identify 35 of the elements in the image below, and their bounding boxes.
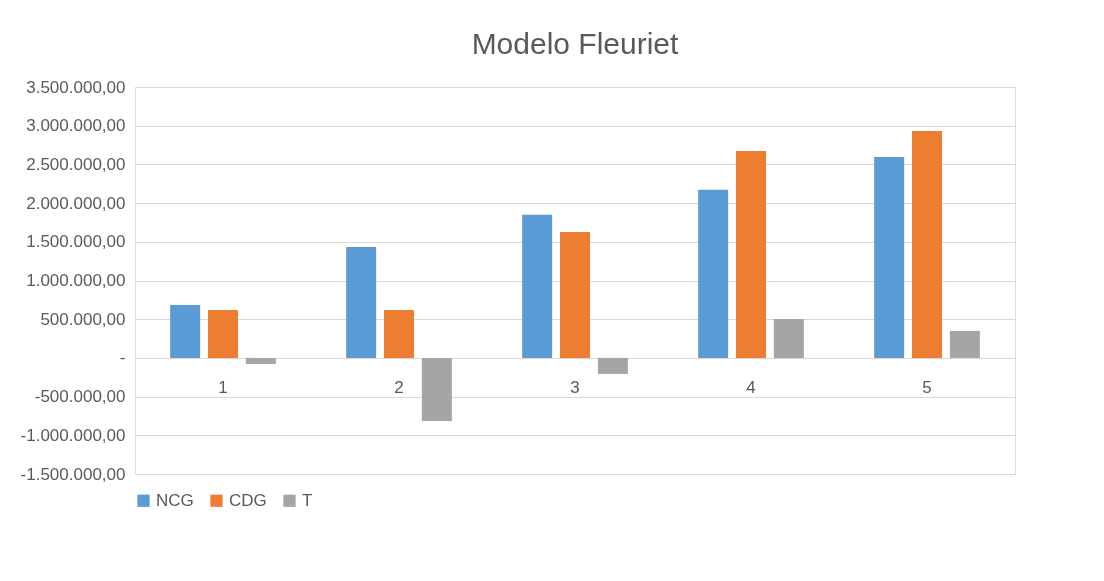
bar bbox=[874, 156, 905, 358]
y-tick-label: 3.500.000,00 bbox=[26, 77, 126, 97]
legend-label: T bbox=[302, 490, 313, 510]
bar bbox=[773, 318, 804, 358]
legend-label: CDG bbox=[229, 490, 267, 510]
y-tick-label: 3.000.000,00 bbox=[26, 116, 126, 136]
bar bbox=[736, 150, 766, 358]
bar bbox=[912, 130, 942, 358]
x-tick-label: 5 bbox=[922, 378, 932, 398]
x-tick-label: 1 bbox=[218, 378, 228, 398]
bar bbox=[698, 189, 729, 358]
y-tick-label: 1.500.000,00 bbox=[26, 232, 126, 252]
y-tick-label: 500.000,00 bbox=[40, 309, 126, 329]
y-tick-label: 2.500.000,00 bbox=[26, 154, 126, 174]
y-tick-label: 1.000.000,00 bbox=[26, 271, 126, 290]
bar bbox=[597, 357, 628, 374]
bar bbox=[245, 357, 276, 364]
bar bbox=[949, 330, 980, 358]
bar bbox=[384, 309, 414, 358]
bar bbox=[522, 214, 553, 358]
legend-label: NCG bbox=[156, 490, 194, 510]
y-tick-label: -1.500.000,00 bbox=[20, 464, 126, 484]
x-tick-label: 2 bbox=[394, 378, 404, 398]
y-tick-label: -1.000.000,00 bbox=[20, 425, 126, 445]
bar bbox=[421, 357, 452, 421]
bar bbox=[208, 309, 238, 358]
y-tick-label: - bbox=[119, 348, 126, 368]
bar bbox=[346, 246, 377, 358]
x-tick-label: 4 bbox=[746, 378, 756, 398]
bar bbox=[560, 231, 590, 358]
x-tick-label: 3 bbox=[570, 378, 580, 398]
y-tick-label: 2.000.000,00 bbox=[26, 193, 126, 213]
bar bbox=[170, 304, 201, 358]
y-tick-label: -500.000,00 bbox=[34, 387, 126, 407]
chart-title: Modelo Fleuriet bbox=[471, 27, 680, 60]
